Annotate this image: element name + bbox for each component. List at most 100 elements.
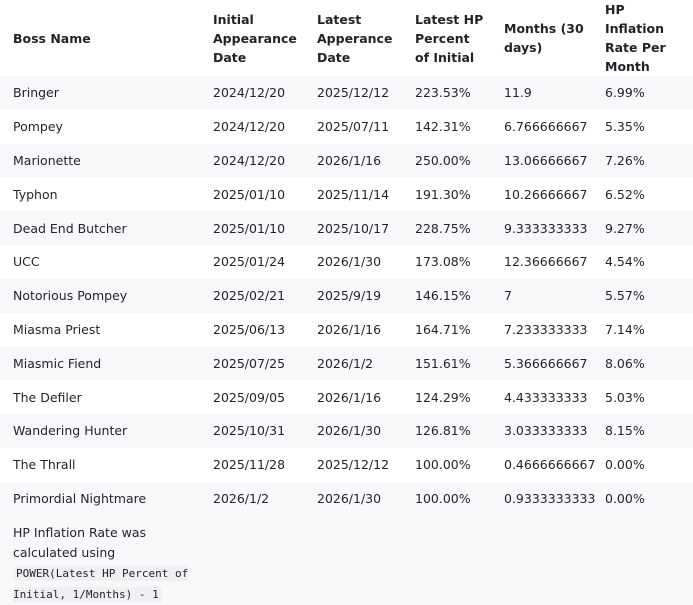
table-cell: 146.15%: [415, 288, 471, 304]
table-cell: 0.00%: [605, 457, 645, 473]
table-cell: 5.57%: [605, 288, 645, 304]
table-cell: 2026/1/16: [317, 152, 382, 168]
table-cell: 100.00%: [415, 490, 471, 506]
table-cell: 2025/12/12: [317, 457, 390, 473]
table-cell: Dead End Butcher: [13, 220, 127, 236]
header-row: Boss Name Initial Appearance Date Latest A…: [0, 0, 693, 76]
table-row: UCC 2025/01/24 2026/1/30 173.08% 12.36666667…: [0, 245, 693, 279]
table-cell: 0.9333333333: [504, 490, 596, 506]
table-cell: 7.26%: [605, 152, 645, 168]
table-cell: Bringer: [13, 85, 59, 101]
table-row: Dead End Butcher 2025/01/10 2025/10/17 228.…: [0, 211, 693, 245]
header-cell: Initial Appearance Date: [213, 11, 297, 65]
empty-cell: [304, 515, 402, 605]
table-cell: 142.31%: [415, 119, 471, 135]
table-cell: 2025/11/28: [213, 457, 286, 473]
table-cell: 2025/06/13: [213, 321, 286, 337]
table-cell: 173.08%: [415, 254, 471, 270]
table-cell: 2025/11/14: [317, 186, 390, 202]
table-cell: 11.9: [504, 85, 532, 101]
table-cell: 228.75%: [415, 220, 471, 236]
note-code: POWER(Latest HP Percent of Initial, 1/Mo…: [13, 566, 189, 603]
empty-cell: [402, 515, 491, 605]
table-cell: Pompey: [13, 119, 63, 135]
table-cell: 2024/12/20: [213, 119, 286, 135]
table-cell: 2025/07/11: [317, 119, 390, 135]
table-cell: 2026/1/2: [317, 355, 374, 371]
table-cell: 12.36666667: [504, 254, 588, 270]
table-cell: Miasmic Fiend: [13, 355, 102, 371]
table-cell: 2026/1/30: [317, 490, 382, 506]
table-row: Marionette 2024/12/20 2026/1/16 250.00% 13.0…: [0, 143, 693, 178]
table-cell: 9.333333333: [504, 220, 588, 236]
table-cell: Primordial Nightmare: [13, 490, 147, 506]
table-row: Typhon 2025/01/10 2025/11/14 191.30% 10.2666…: [0, 177, 693, 211]
header-cell: Latest Apperance Date: [317, 11, 393, 65]
table-cell: 2026/1/16: [317, 321, 382, 337]
table-cell: 2025/01/10: [213, 220, 286, 236]
table-cell: 7.233333333: [504, 321, 588, 337]
table-cell: 4.54%: [605, 254, 645, 270]
table-cell: 2026/1/30: [317, 423, 382, 439]
table-cell: 2025/09/05: [213, 389, 286, 405]
table-cell: UCC: [13, 254, 40, 270]
empty-cell: [200, 515, 304, 605]
table-body: Bringer 2024/12/20 2025/12/12 223.53% 11.9 6.…: [0, 76, 693, 605]
table-cell: The Defiler: [13, 389, 82, 405]
table-cell: 8.06%: [605, 355, 645, 371]
table-cell: Marionette: [13, 152, 81, 168]
table-row: The Thrall 2025/11/28 2025/12/12 100.00% 0.4…: [0, 448, 693, 482]
table-cell: 2025/07/25: [213, 355, 286, 371]
note-cell: HP Inflation Rate was calculated using P…: [0, 515, 200, 605]
table-cell: 4.433333333: [504, 389, 588, 405]
header-cell: Latest HP Percent of Initial: [415, 11, 484, 65]
table-cell: 5.35%: [605, 119, 645, 135]
table-cell: 2024/12/20: [213, 152, 286, 168]
table-row: Miasmic Fiend 2025/07/25 2026/1/2 151.61% 5.…: [0, 346, 693, 381]
table-cell: Miasma Priest: [13, 321, 101, 337]
table-cell: 126.81%: [415, 423, 471, 439]
table-row: Miasma Priest 2025/06/13 2026/1/16 164.71% 7…: [0, 313, 693, 347]
empty-cell: [491, 515, 592, 605]
table-cell: 2024/12/20: [213, 85, 286, 101]
table-cell: Wandering Hunter: [13, 423, 128, 439]
table-row: The Defiler 2025/09/05 2026/1/16 124.29% 4.4…: [0, 380, 693, 414]
table-cell: 9.27%: [605, 220, 645, 236]
table-cell: 2025/10/17: [317, 220, 390, 236]
table-cell: 0.4666666667: [504, 457, 596, 473]
table-cell: 100.00%: [415, 457, 471, 473]
header-cell: Boss Name: [13, 30, 91, 46]
table-cell: 6.766666667: [504, 119, 588, 135]
header-cell: HP Inflation Rate Per Month: [605, 2, 666, 74]
table-cell: 0.00%: [605, 490, 645, 506]
table-cell: 3.033333333: [504, 423, 588, 439]
table-row: Notorious Pompey 2025/02/21 2025/9/19 146.1…: [0, 278, 693, 313]
table-cell: 250.00%: [415, 152, 471, 168]
table-row: Pompey 2024/12/20 2025/07/11 142.31% 6.76666…: [0, 110, 693, 144]
table-cell: The Thrall: [13, 457, 76, 473]
table-cell: Typhon: [13, 186, 58, 202]
table-cell: 151.61%: [415, 355, 471, 371]
table-cell: 2025/01/10: [213, 186, 286, 202]
table-cell: 2025/9/19: [317, 288, 382, 304]
note-row: HP Inflation Rate was calculated using P…: [0, 515, 693, 605]
header-cell: Months (30 days): [504, 21, 584, 55]
empty-cell: [592, 515, 693, 605]
table-cell: 6.52%: [605, 186, 645, 202]
table-cell: 191.30%: [415, 186, 471, 202]
table-cell: 5.03%: [605, 389, 645, 405]
table-cell: 124.29%: [415, 389, 471, 405]
table-cell: 7: [504, 288, 512, 304]
table-cell: 13.06666667: [504, 152, 588, 168]
table-row: Bringer 2024/12/20 2025/12/12 223.53% 11.9 6.…: [0, 76, 693, 110]
table-cell: 2025/10/31: [213, 423, 286, 439]
table-cell: 2026/1/2: [213, 490, 270, 506]
table-cell: 5.366666667: [504, 355, 588, 371]
table-cell: 2026/1/16: [317, 389, 382, 405]
table-cell: 7.14%: [605, 321, 645, 337]
table-cell: 164.71%: [415, 321, 471, 337]
table-row: Wandering Hunter 2025/10/31 2026/1/30 126.8…: [0, 413, 693, 448]
table-cell: 2025/01/24: [213, 254, 286, 270]
table-cell: 223.53%: [415, 85, 471, 101]
